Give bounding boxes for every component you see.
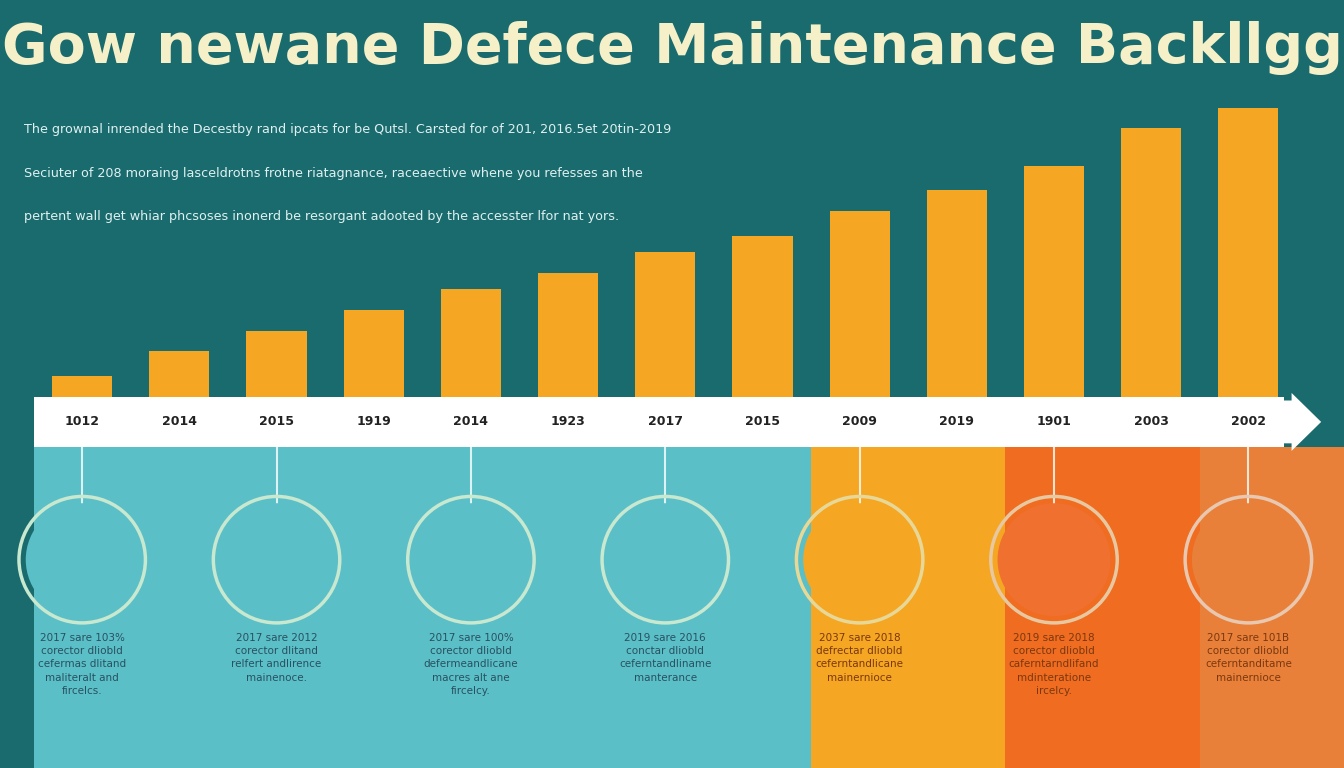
- Bar: [1005, 447, 1200, 768]
- Text: pertent wall get whiar phcsoses inonerd be resorgant adooted by the accesster lf: pertent wall get whiar phcsoses inonerd …: [24, 210, 620, 223]
- Text: 2017 sare 101B
corector dliobld
ceferntanditame
mainernioce: 2017 sare 101B corector dliobld cefernta…: [1206, 633, 1292, 683]
- Text: 2014: 2014: [161, 415, 196, 429]
- Ellipse shape: [609, 503, 722, 616]
- Ellipse shape: [804, 503, 917, 616]
- Ellipse shape: [220, 503, 333, 616]
- Bar: [34, 397, 1284, 447]
- Bar: [34, 447, 810, 768]
- Bar: [246, 331, 306, 397]
- Bar: [344, 310, 403, 397]
- Bar: [538, 273, 598, 397]
- Ellipse shape: [414, 503, 527, 616]
- Bar: [52, 376, 113, 397]
- Ellipse shape: [997, 503, 1110, 616]
- Text: 2017 sare 103%
corector dliobld
cefermas dlitand
maliteralt and
fircelcs.: 2017 sare 103% corector dliobld cefermas…: [38, 633, 126, 696]
- Bar: [1218, 108, 1278, 397]
- FancyArrow shape: [1284, 393, 1321, 451]
- Text: 2037 sare 2018
defrectar dliobld
ceferntandlicane
mainernioce: 2037 sare 2018 defrectar dliobld cefernt…: [816, 633, 903, 683]
- Bar: [441, 290, 501, 397]
- Text: 2019 sare 2016
conctar dliobld
ceferntandliname
manterance: 2019 sare 2016 conctar dliobld ceferntan…: [620, 633, 711, 683]
- Bar: [149, 351, 210, 397]
- Ellipse shape: [26, 503, 138, 616]
- Text: 2003: 2003: [1134, 415, 1169, 429]
- Bar: [1121, 128, 1181, 397]
- Bar: [1024, 166, 1085, 397]
- Bar: [1200, 447, 1344, 768]
- Text: 2019: 2019: [939, 415, 974, 429]
- Text: 2015: 2015: [259, 415, 294, 429]
- Text: 2019 sare 2018
corector dliobld
caferntarndlifand
mdinteratione
ircelcy.: 2019 sare 2018 corector dliobld cafernta…: [1009, 633, 1099, 696]
- Text: 2015: 2015: [745, 415, 780, 429]
- Text: Gow newane Defece Maintenance Backllgg: Gow newane Defece Maintenance Backllgg: [1, 21, 1343, 75]
- Text: 2002: 2002: [1231, 415, 1266, 429]
- Bar: [927, 190, 986, 397]
- Text: 2009: 2009: [843, 415, 878, 429]
- Text: 1923: 1923: [551, 415, 586, 429]
- Text: 2017 sare 100%
corector dliobld
defermeandlicane
macres alt ane
fircelcy.: 2017 sare 100% corector dliobld defermea…: [423, 633, 519, 696]
- Text: 1919: 1919: [356, 415, 391, 429]
- Bar: [810, 447, 1005, 768]
- Ellipse shape: [1192, 503, 1305, 616]
- Text: 2017: 2017: [648, 415, 683, 429]
- Text: 2014: 2014: [453, 415, 488, 429]
- Text: 2017 sare 2012
corector dlitand
relfert andlirence
mainenoce.: 2017 sare 2012 corector dlitand relfert …: [231, 633, 321, 683]
- Bar: [829, 211, 890, 397]
- Text: 1012: 1012: [65, 415, 99, 429]
- Bar: [636, 252, 695, 397]
- Text: 1901: 1901: [1036, 415, 1071, 429]
- Bar: [732, 236, 793, 397]
- Text: Seciuter of 208 moraing lasceldrotns frotne riatagnance, raceaective whene you r: Seciuter of 208 moraing lasceldrotns fro…: [24, 167, 642, 180]
- Text: The grownal inrended the Decestby rand ipcats for be Qutsl. Carsted for of 201, : The grownal inrended the Decestby rand i…: [24, 123, 672, 136]
